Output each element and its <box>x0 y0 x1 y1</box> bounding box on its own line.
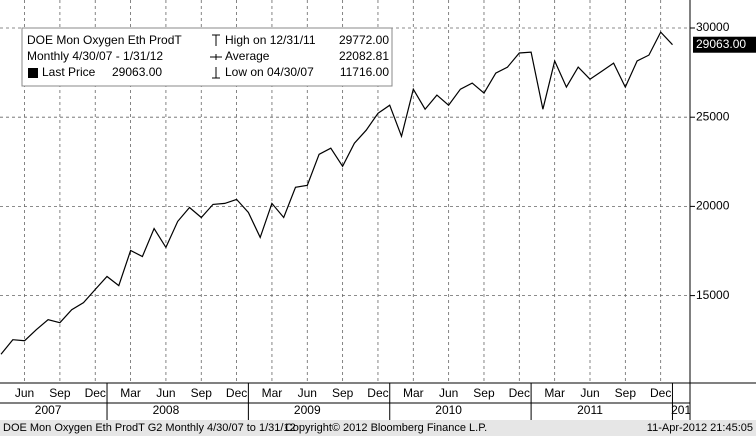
high-icon <box>212 34 220 46</box>
x-tick-label: Mar <box>403 386 424 400</box>
stat-value: 29772.00 <box>339 33 389 47</box>
x-tick-label: Dec <box>226 386 247 400</box>
legend-swatch <box>28 68 38 78</box>
x-tick-label: Jun <box>298 386 317 400</box>
stat-label: Average <box>225 49 270 63</box>
x-tick-label: Mar <box>544 386 565 400</box>
x-tick-label: Jun <box>580 386 599 400</box>
last-price-label: 29063.00 <box>696 37 746 51</box>
x-tick-label: Dec <box>509 386 530 400</box>
year-label: 2007 <box>35 403 62 417</box>
y-tick-label: 15000 <box>696 288 730 302</box>
legend-title: DOE Mon Oxygen Eth ProdT <box>27 33 182 47</box>
footer-right: 11-Apr-2012 21:45:05 <box>647 422 753 434</box>
average-icon <box>210 54 222 60</box>
y-tick-label: 30000 <box>696 20 730 34</box>
x-tick-label: Sep <box>191 386 213 400</box>
line-series <box>0 31 673 355</box>
stat-label: High on 12/31/11 <box>225 33 316 47</box>
legend-series-name: Last Price <box>42 65 96 79</box>
y-tick-label: 20000 <box>696 199 730 213</box>
legend-period: Monthly 4/30/07 - 1/31/12 <box>27 49 163 63</box>
legend: DOE Mon Oxygen Eth ProdT Monthly 4/30/07… <box>21 27 393 87</box>
low-icon <box>212 67 220 79</box>
x-tick-label: Jun <box>15 386 34 400</box>
x-tick-label: Sep <box>332 386 354 400</box>
x-tick-label: Jun <box>156 386 175 400</box>
stat-value: 11716.00 <box>340 65 389 79</box>
year-labels: 2007 2008 2009 2010 2011 2012 <box>35 403 698 417</box>
last-price-tag <box>693 36 756 53</box>
year-label: 2011 <box>577 403 603 417</box>
x-tick-label: Dec <box>367 386 388 400</box>
x-tick-label: Sep <box>615 386 637 400</box>
footer-center: Copyright© 2012 Bloomberg Finance L.P. <box>285 422 487 434</box>
x-tick-label: Dec <box>650 386 671 400</box>
x-tick-label: Mar <box>120 386 141 400</box>
footer-bar <box>0 420 756 436</box>
year-label: 2012 <box>671 403 698 417</box>
x-tick-label: Dec <box>85 386 106 400</box>
year-label: 2009 <box>294 403 321 417</box>
year-label: 2008 <box>153 403 180 417</box>
x-tick-label: Sep <box>473 386 495 400</box>
footer-left: DOE Mon Oxygen Eth ProdT G2 Monthly 4/30… <box>3 422 296 434</box>
x-tick-label: Jun <box>439 386 458 400</box>
stat-label: Low on 04/30/07 <box>225 65 314 79</box>
year-label: 2010 <box>435 403 462 417</box>
x-tick-label: Sep <box>49 386 71 400</box>
legend-last-price: 29063.00 <box>112 65 162 79</box>
legend-box <box>21 27 393 87</box>
x-tick-label: Mar <box>262 386 283 400</box>
stat-value: 22082.81 <box>339 49 389 63</box>
y-tick-label: 25000 <box>696 109 730 123</box>
